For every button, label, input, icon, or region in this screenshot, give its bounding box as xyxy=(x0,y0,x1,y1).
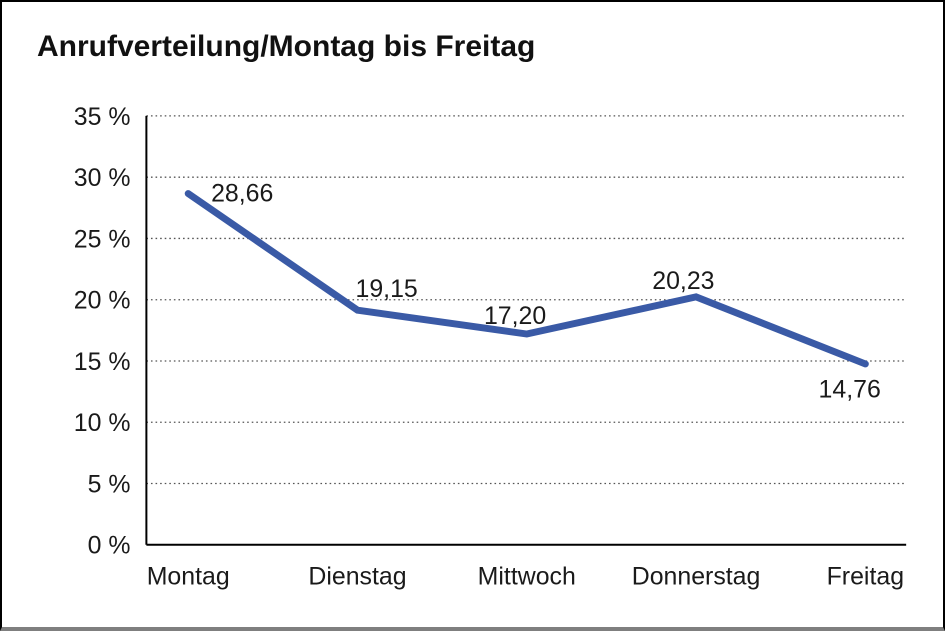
data-point-label: 14,76 xyxy=(819,377,881,404)
x-axis-label: Dienstag xyxy=(308,563,406,590)
data-point-label: 20,23 xyxy=(652,268,714,295)
data-line xyxy=(184,190,869,368)
x-axis-label: Montag xyxy=(147,563,230,590)
y-tick-label: 30 % xyxy=(74,165,131,192)
y-tick-label: 25 % xyxy=(74,226,131,253)
x-axis-label: Donnerstag xyxy=(632,563,761,590)
chart-title: Anrufverteilung/Montag bis Freitag xyxy=(37,30,536,63)
y-tick-label: 10 % xyxy=(74,410,131,437)
x-axis-label: Mittwoch xyxy=(478,563,576,590)
y-tick-label: 35 % xyxy=(74,104,131,131)
data-point-label: 19,15 xyxy=(355,276,417,303)
y-tick-label: 0 % xyxy=(88,533,131,560)
y-tick-label: 5 % xyxy=(88,471,131,498)
data-point-label: 28,66 xyxy=(211,181,273,208)
x-axis-label: Freitag xyxy=(827,563,904,590)
y-tick-label: 15 % xyxy=(74,349,131,376)
data-point-label: 17,20 xyxy=(484,303,546,330)
y-tick-label: 20 % xyxy=(74,288,131,315)
